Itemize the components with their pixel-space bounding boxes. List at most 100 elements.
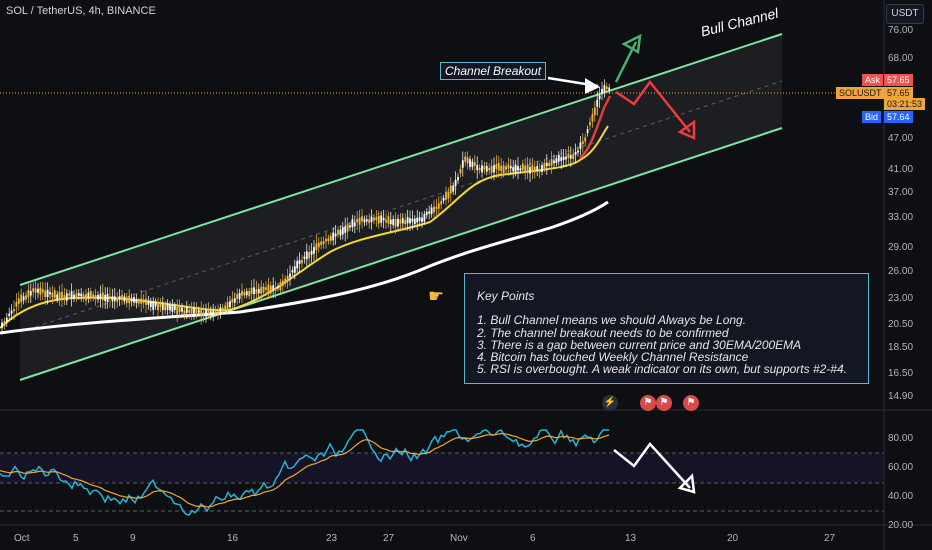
key-points-title: Key Points [477, 289, 535, 303]
candle-body [418, 217, 421, 221]
candle-body [106, 294, 109, 302]
candle-body [303, 256, 306, 259]
candle-body [365, 219, 368, 222]
candle-body [445, 192, 447, 200]
candle-body [200, 310, 203, 317]
rsi-tick: 60.00 [888, 462, 914, 473]
candle-body [325, 238, 327, 242]
candle-body [351, 219, 354, 228]
channel-lower-line [19, 127, 783, 381]
candle-body [82, 294, 85, 300]
price-tick: 26.00 [888, 266, 914, 277]
ema200-line [0, 200, 609, 335]
candle-body [339, 229, 342, 236]
candle-body [529, 167, 531, 174]
candle-body [476, 165, 479, 171]
down-zigzag-arrow [615, 79, 691, 133]
candle-body [209, 311, 212, 316]
us-flag-icon[interactable]: ⚑ [640, 395, 656, 411]
candle-body [500, 165, 503, 172]
rsi-band [0, 453, 884, 483]
candle-body [555, 158, 558, 164]
candle-body [49, 292, 51, 295]
candle-body [514, 164, 517, 172]
candle-body [73, 294, 75, 298]
candle-body [169, 304, 171, 311]
candle-body [25, 295, 27, 300]
candle-body [32, 288, 35, 292]
candle-body [329, 235, 332, 241]
short-ema-line [579, 95, 612, 159]
candle-body [305, 251, 308, 260]
candle-body [190, 308, 193, 314]
candle-body [502, 165, 505, 174]
candle-body [101, 292, 104, 301]
price-tick: 20.50 [888, 319, 914, 330]
candle-body [488, 168, 491, 171]
candle-body [89, 291, 92, 299]
candle-body [483, 166, 486, 170]
key-points-box[interactable]: Key Points 1. Bull Channel means we shou… [464, 273, 869, 384]
candle-body [142, 299, 145, 303]
lightning-icon[interactable]: ⚡ [602, 395, 618, 411]
candle-body [394, 219, 397, 227]
candle-body [382, 217, 385, 221]
candle-body [353, 222, 356, 227]
candle-countdown: 03:21:53 [884, 98, 926, 110]
candle-body [603, 85, 606, 92]
candle-body [553, 160, 555, 164]
currency-button[interactable]: USDT [886, 4, 924, 24]
candle-body [548, 162, 551, 167]
candle-body [281, 280, 284, 286]
candle-body [229, 301, 231, 308]
candle-body [29, 291, 32, 296]
candle-body [579, 142, 582, 149]
candle-body [334, 233, 337, 237]
candle-body [478, 167, 481, 171]
candle-body [375, 216, 378, 221]
chart-title: SOL / TetherUS, 4h, BINANCE [6, 5, 156, 17]
candle-body [497, 162, 500, 171]
candle-body [560, 157, 563, 161]
candle-body [284, 278, 287, 284]
candle-body [322, 241, 325, 245]
time-tick: 6 [530, 533, 536, 544]
candle-body [154, 302, 157, 307]
candle-body [185, 307, 188, 313]
ask-label: Ask [862, 74, 884, 86]
time-tick: 27 [824, 533, 836, 544]
candle-body [536, 166, 539, 171]
candle-body [363, 219, 366, 223]
candle-body [80, 293, 83, 297]
candle-body [236, 294, 239, 300]
us-flag-icon[interactable]: ⚑ [683, 395, 699, 411]
candle-body [279, 282, 282, 291]
candle-body [44, 290, 47, 298]
candle-body [221, 307, 224, 311]
candle-body [56, 294, 59, 300]
candle-body [214, 309, 217, 314]
candle-body [490, 165, 493, 173]
candle-body [301, 259, 303, 264]
candle-body [389, 219, 392, 225]
candle-body [272, 285, 275, 290]
ask-value: 57.65 [884, 74, 913, 86]
up-arrow-head [621, 33, 642, 55]
us-flag-icon[interactable]: ⚑ [656, 395, 672, 411]
candle-body [253, 287, 255, 295]
candle-body [99, 294, 102, 300]
channel-breakout-label[interactable]: Channel Breakout [440, 62, 547, 80]
candle-body [238, 292, 241, 300]
candle-body [361, 216, 363, 222]
candle-body [145, 298, 147, 305]
candle-body [87, 292, 90, 299]
candle-body [104, 294, 107, 302]
candle-body [519, 168, 522, 171]
bid-label: Bid [862, 111, 882, 123]
candle-body [291, 270, 294, 273]
candle-body [413, 218, 416, 224]
key-point-item: 1. Bull Channel means we should Always b… [477, 313, 747, 327]
candle-body [269, 285, 272, 294]
rsi-down-arrow-head [677, 473, 696, 494]
